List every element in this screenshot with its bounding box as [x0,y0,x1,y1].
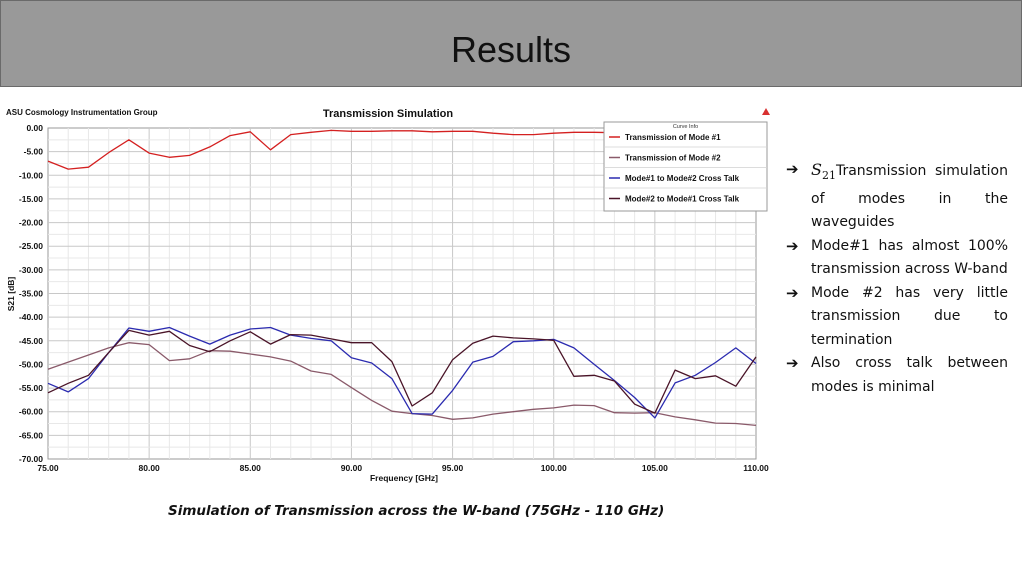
transmission-chart: ASU Cosmology Instrumentation Group Tran… [0,100,775,490]
y-tick-label: -45.00 [19,336,43,346]
collapse-triangle-icon[interactable] [762,108,770,115]
legend-title: Curve Info [673,124,698,130]
y-tick-label: -15.00 [19,194,43,204]
series-line-2 [47,342,757,427]
arrow-icon: ➔ [786,160,799,178]
bullet-item: ➔ Mode #2 has very little transmission d… [786,282,1008,353]
bullet-item: ➔ Also cross talk between modes is minim… [786,352,1008,399]
legend-label: Transmission of Mode #2 [625,154,721,163]
legend-label: Transmission of Mode #1 [625,133,721,142]
bullet-text: Transmission simulation of modes in the … [811,163,1008,231]
y-tick-label: -65.00 [19,430,43,440]
y-axis-label: S21 [dB] [6,277,16,312]
y-tick-label: -20.00 [19,218,43,228]
arrow-icon: ➔ [786,354,799,373]
x-tick-label: 110.00 [743,463,769,473]
chart-title: Transmission Simulation [323,108,453,120]
x-tick-label: 100.00 [541,463,567,473]
x-tick-label: 90.00 [341,463,363,473]
arrow-icon: ➔ [786,283,799,302]
y-tick-label: -25.00 [19,241,43,251]
y-tick-label: -40.00 [19,312,43,322]
legend: Curve Info Transmission of Mode #1 Transmi… [603,121,768,212]
y-tick-label: -30.00 [19,265,43,275]
x-tick-label: 75.00 [37,463,59,473]
bullet-item: ➔ Mode#1 has almost 100% transmission ac… [786,235,1008,282]
y-tick-label: -5.00 [24,147,44,157]
y-tick-label: -10.00 [19,170,43,180]
x-tick-label: 105.00 [642,463,668,473]
arrow-icon: ➔ [786,236,799,255]
chart-svg: ASU Cosmology Instrumentation Group Tran… [6,108,770,483]
y-tick-label: 0.00 [26,123,43,133]
axes: 0.00 -5.00 -10.00 -15.00 -20.00 -25.00 -30.00 -… [19,123,769,473]
series-line-4 [47,329,757,414]
slide-title: Results [450,29,572,70]
legend-label: Mode#1 to Mode#2 Cross Talk [625,174,740,183]
x-tick-label: 80.00 [139,463,161,473]
legend-label: Mode#2 to Mode#1 Cross Talk [625,195,740,204]
figure-caption: Simulation of Transmission across the W-… [168,503,665,519]
title-bar: Results [0,0,1022,87]
y-tick-label: -35.00 [19,289,43,299]
y-tick-label: -60.00 [19,407,43,417]
y-tick-label: -70.00 [19,454,43,464]
y-tick-label: -55.00 [19,383,43,393]
series-line-3 [47,326,757,419]
bullet-item: ➔ S21Transmission simulation of modes in… [786,158,1008,235]
x-tick-label: 95.00 [442,463,464,473]
bullet-text: Mode#1 has almost 100% transmission acro… [811,237,1008,278]
bullet-text: Also cross talk between modes is minimal [811,355,1008,395]
legend-box [603,121,768,212]
s21-symbol: S21 [811,160,836,183]
bullet-text: Mode #2 has very little transmission due… [811,284,1008,348]
x-tick-label: 85.00 [240,463,262,473]
group-label: ASU Cosmology Instrumentation Group [6,108,158,117]
y-tick-label: -50.00 [19,359,43,369]
x-axis-label: Frequency [GHz] [370,473,438,483]
bullet-list: ➔ S21Transmission simulation of modes in… [786,158,1008,399]
